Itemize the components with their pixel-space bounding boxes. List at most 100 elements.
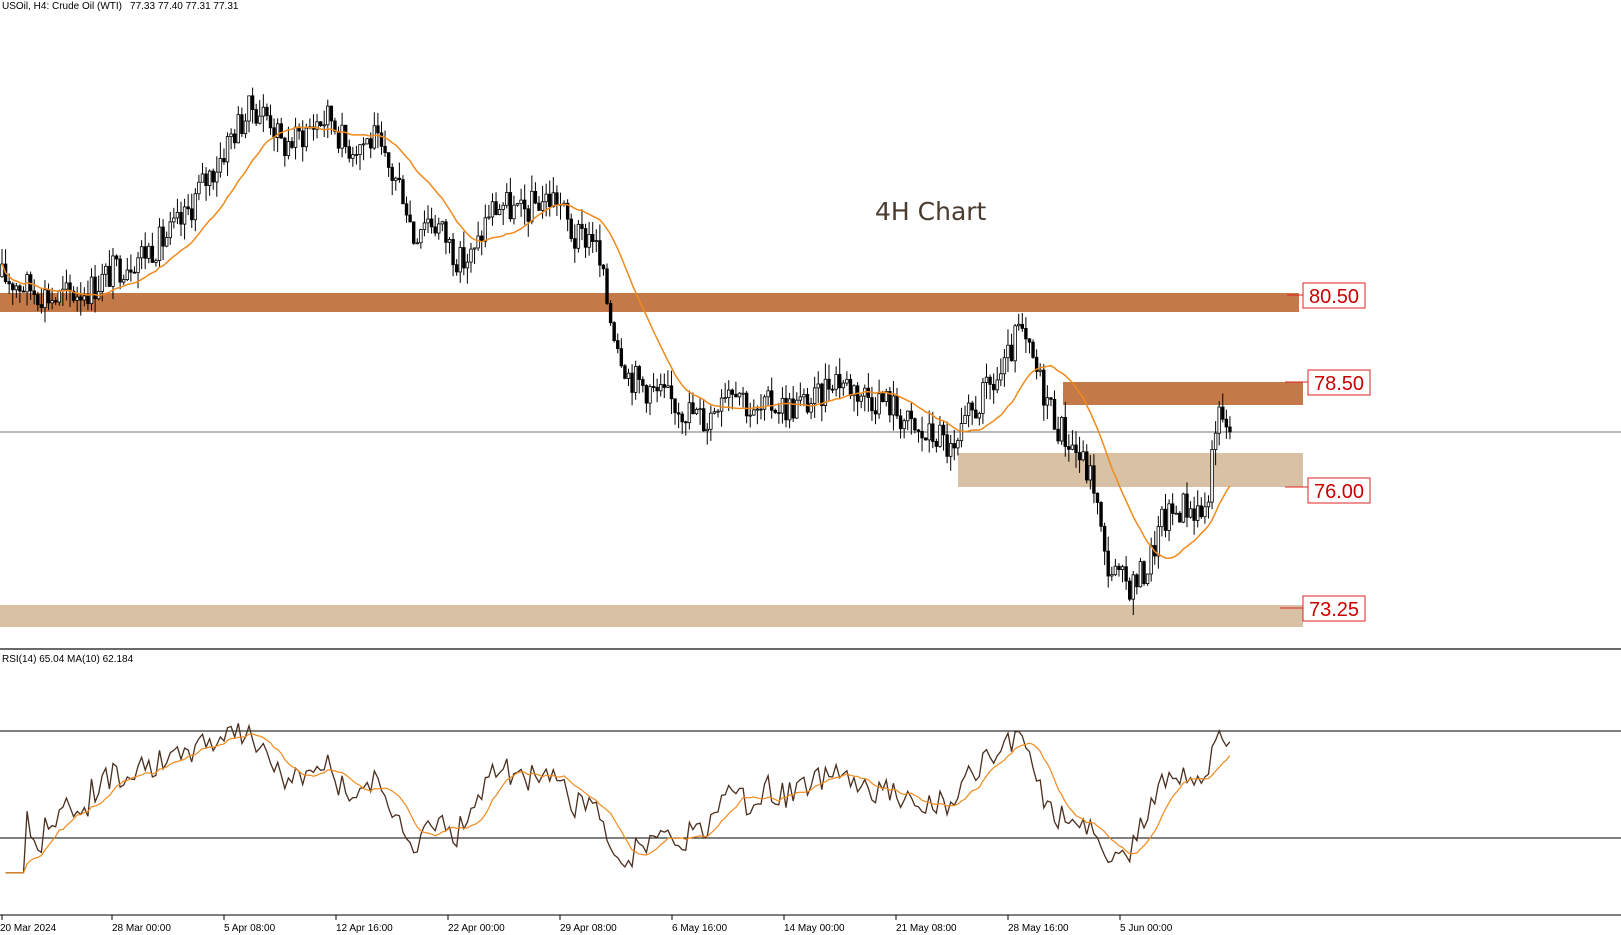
level-box-73.25 [1302, 595, 1366, 622]
candle-body [959, 423, 964, 442]
candle-body [1138, 561, 1143, 588]
level-box-80.50 [1302, 282, 1366, 309]
candle-body [329, 105, 334, 122]
candle-body [11, 283, 15, 291]
candle-body [666, 385, 670, 388]
candle-body [555, 192, 559, 205]
candle-body [93, 276, 97, 300]
candle-body [580, 223, 584, 229]
candle-body [1156, 526, 1161, 557]
candle-body [895, 395, 899, 417]
candle-body [995, 379, 999, 391]
candle-body [301, 130, 305, 148]
candle-body [923, 437, 928, 441]
candle-body [508, 192, 513, 220]
candle-body [437, 223, 441, 234]
candle-body [569, 218, 573, 240]
candle-body [57, 290, 61, 303]
candle-body [1106, 550, 1110, 577]
x-tick-label: 12 Apr 16:00 [336, 923, 393, 934]
candle-body [1131, 574, 1135, 600]
candle-body [605, 268, 609, 304]
candle-body [981, 382, 985, 414]
candlestick-series [0, 87, 1232, 615]
candle-body [86, 295, 90, 305]
candle-body [1192, 508, 1196, 521]
candle-body [805, 394, 810, 413]
candle-body [659, 384, 663, 392]
candle-body [1120, 566, 1125, 571]
x-tick-label: 20 Mar 2024 [0, 923, 57, 934]
candle-body [354, 154, 359, 156]
candle-body [472, 247, 477, 250]
candle-body [626, 372, 631, 379]
candle-body [419, 229, 423, 244]
candle-body [1006, 344, 1010, 359]
candle-body [279, 123, 283, 139]
candle-body [1188, 508, 1193, 518]
candle-body [129, 269, 133, 273]
candle-body [426, 218, 430, 224]
candle-body [175, 212, 180, 219]
candle-body [168, 221, 172, 238]
candle-body [1181, 493, 1186, 523]
candle-body [379, 132, 384, 147]
candle-body [100, 273, 104, 292]
candle-body [1210, 449, 1214, 503]
candle-body [79, 296, 83, 301]
candle-body [422, 222, 427, 231]
rsi-ma-line [5, 733, 1231, 874]
x-tick-label: 5 Jun 00:00 [1120, 923, 1173, 934]
candle-body [963, 415, 967, 424]
candle-body [1170, 503, 1175, 514]
candle-body [1095, 492, 1100, 503]
candle-body [193, 193, 198, 221]
candle-body [89, 276, 94, 305]
candle-body [984, 376, 989, 383]
candle-body [200, 173, 205, 183]
candle-body [583, 228, 588, 248]
candle-body [351, 154, 355, 159]
candle-body [75, 296, 79, 301]
candle-body [1149, 545, 1153, 575]
candle-body [372, 125, 377, 149]
candle-body [770, 390, 774, 411]
candle-body [401, 179, 405, 205]
candle-body [215, 171, 219, 183]
candle-body [809, 403, 813, 413]
symbol-label: USOil, H4: Crude Oil (WTI) [2, 1, 122, 12]
candle-body [898, 415, 903, 430]
candle-body [1031, 341, 1035, 358]
candle-body [397, 177, 402, 181]
candle-body [623, 365, 627, 379]
candle-body [139, 246, 144, 259]
level-box-78.50 [1307, 369, 1371, 396]
candle-body [490, 201, 495, 218]
candle-body [612, 322, 616, 342]
candle-body [680, 413, 684, 423]
candle-body [1034, 356, 1039, 372]
candle-body [644, 384, 649, 404]
candle-body [1142, 561, 1146, 584]
candle-body [694, 408, 699, 415]
candle-body [594, 240, 598, 243]
candle-body [669, 385, 674, 400]
candle-body [540, 201, 545, 211]
candle-body [834, 374, 838, 390]
candle-body [501, 204, 505, 210]
candle-body [648, 386, 652, 404]
candle-body [462, 247, 466, 269]
candle-body [172, 217, 176, 223]
candle-body [480, 235, 484, 242]
candle-body [891, 395, 896, 416]
candle-body [150, 245, 155, 263]
candle-body [125, 269, 129, 281]
candle-body [71, 290, 76, 301]
candle-body [358, 144, 362, 155]
candle-body [684, 421, 688, 424]
candle-body [909, 410, 914, 420]
candle-body [487, 216, 491, 219]
candle-body [573, 238, 577, 249]
